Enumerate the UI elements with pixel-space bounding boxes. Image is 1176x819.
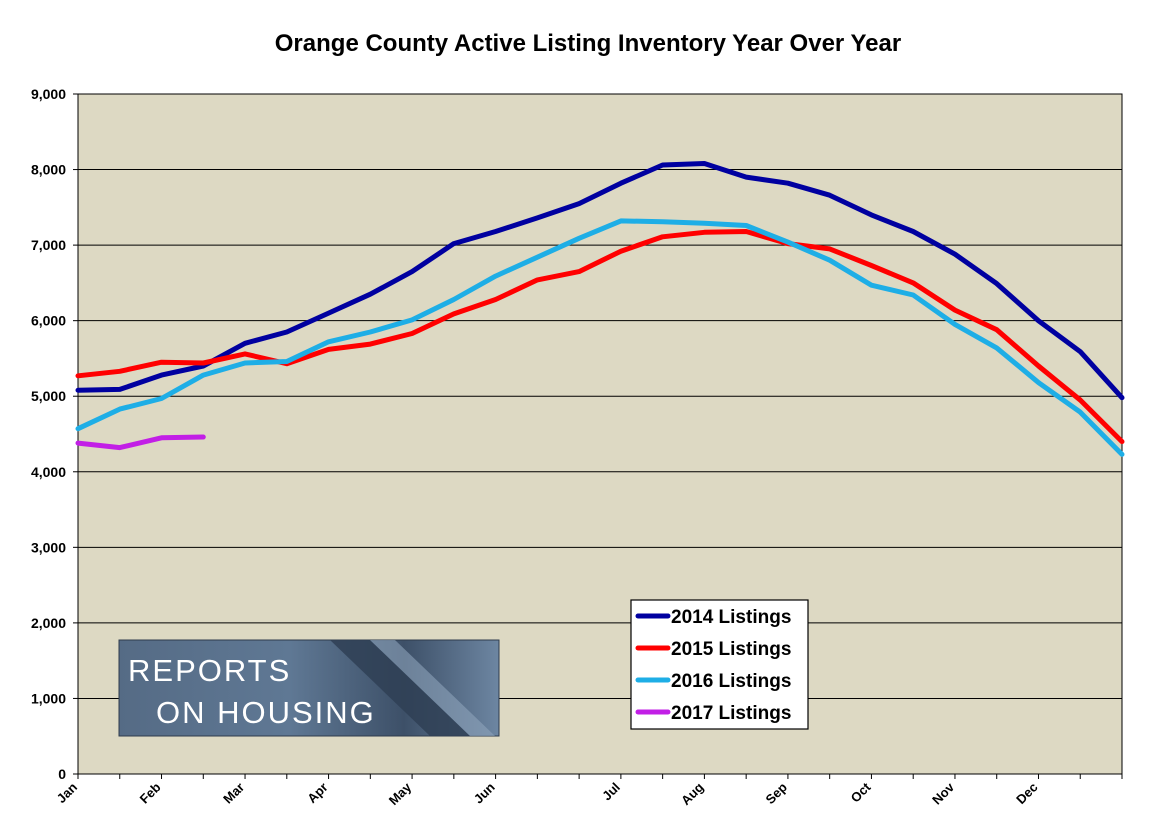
y-axis: 0 1,000 2,000 3,000 4,000 5,000 6,000 7,000 8,00… [31, 86, 78, 782]
x-axis: Jan Feb Mar Apr May Jun Jul Aug Sep Oct Nov Dec [54, 774, 1123, 808]
x-tick-label: Nov [929, 779, 958, 808]
series-line-2 [75, 229, 1125, 445]
y-tick-label: 4,000 [31, 464, 66, 480]
legend-label: 2016 Listings [671, 671, 791, 692]
logo-line-2: ON HOUSING [156, 695, 376, 730]
y-tick-label: 8,000 [31, 162, 66, 178]
x-tick-label: Apr [304, 780, 330, 806]
x-tick-label: Sep [763, 779, 791, 807]
legend-label: 2017 Listings [671, 703, 791, 724]
logo-stripe-light [370, 640, 495, 736]
x-tick-label: May [386, 779, 415, 808]
y-tick-label: 0 [58, 766, 66, 782]
logo-stripe-dark [330, 640, 470, 736]
x-tick-label: Oct [848, 779, 874, 805]
reports-on-housing-logo: REPORTS ON HOUSING [118, 639, 500, 737]
legend-label: 2015 Listings [671, 639, 791, 660]
legend-label: 2014 Listings [671, 607, 791, 628]
y-tick-label: 7,000 [31, 237, 66, 253]
y-tick-label: 2,000 [31, 615, 66, 631]
x-tick-label: Mar [220, 780, 247, 807]
y-tick-label: 3,000 [31, 539, 66, 555]
y-tick-label: 9,000 [31, 86, 66, 102]
chart-title: Orange County Active Listing Inventory Y… [275, 30, 901, 57]
legend: 2014 Listings 2015 Listings 2016 Listings 2… [630, 599, 809, 730]
x-tick-label: Jan [54, 779, 80, 805]
x-tick-label: Jun [471, 779, 498, 806]
x-tick-label: Feb [137, 779, 164, 806]
series-line-4 [75, 434, 206, 451]
series-lines [75, 161, 1125, 457]
x-tick-label: Dec [1013, 780, 1040, 807]
x-tick-label: Aug [678, 779, 707, 808]
y-tick-label: 6,000 [31, 313, 66, 329]
legend-box [630, 599, 809, 730]
x-tick-label: Jul [599, 780, 623, 804]
series-line-1 [75, 161, 1125, 401]
y-tick-label: 1,000 [31, 690, 66, 706]
y-tick-label: 5,000 [31, 388, 66, 404]
logo-line-1: REPORTS [128, 653, 291, 688]
series-line-3 [75, 218, 1125, 457]
